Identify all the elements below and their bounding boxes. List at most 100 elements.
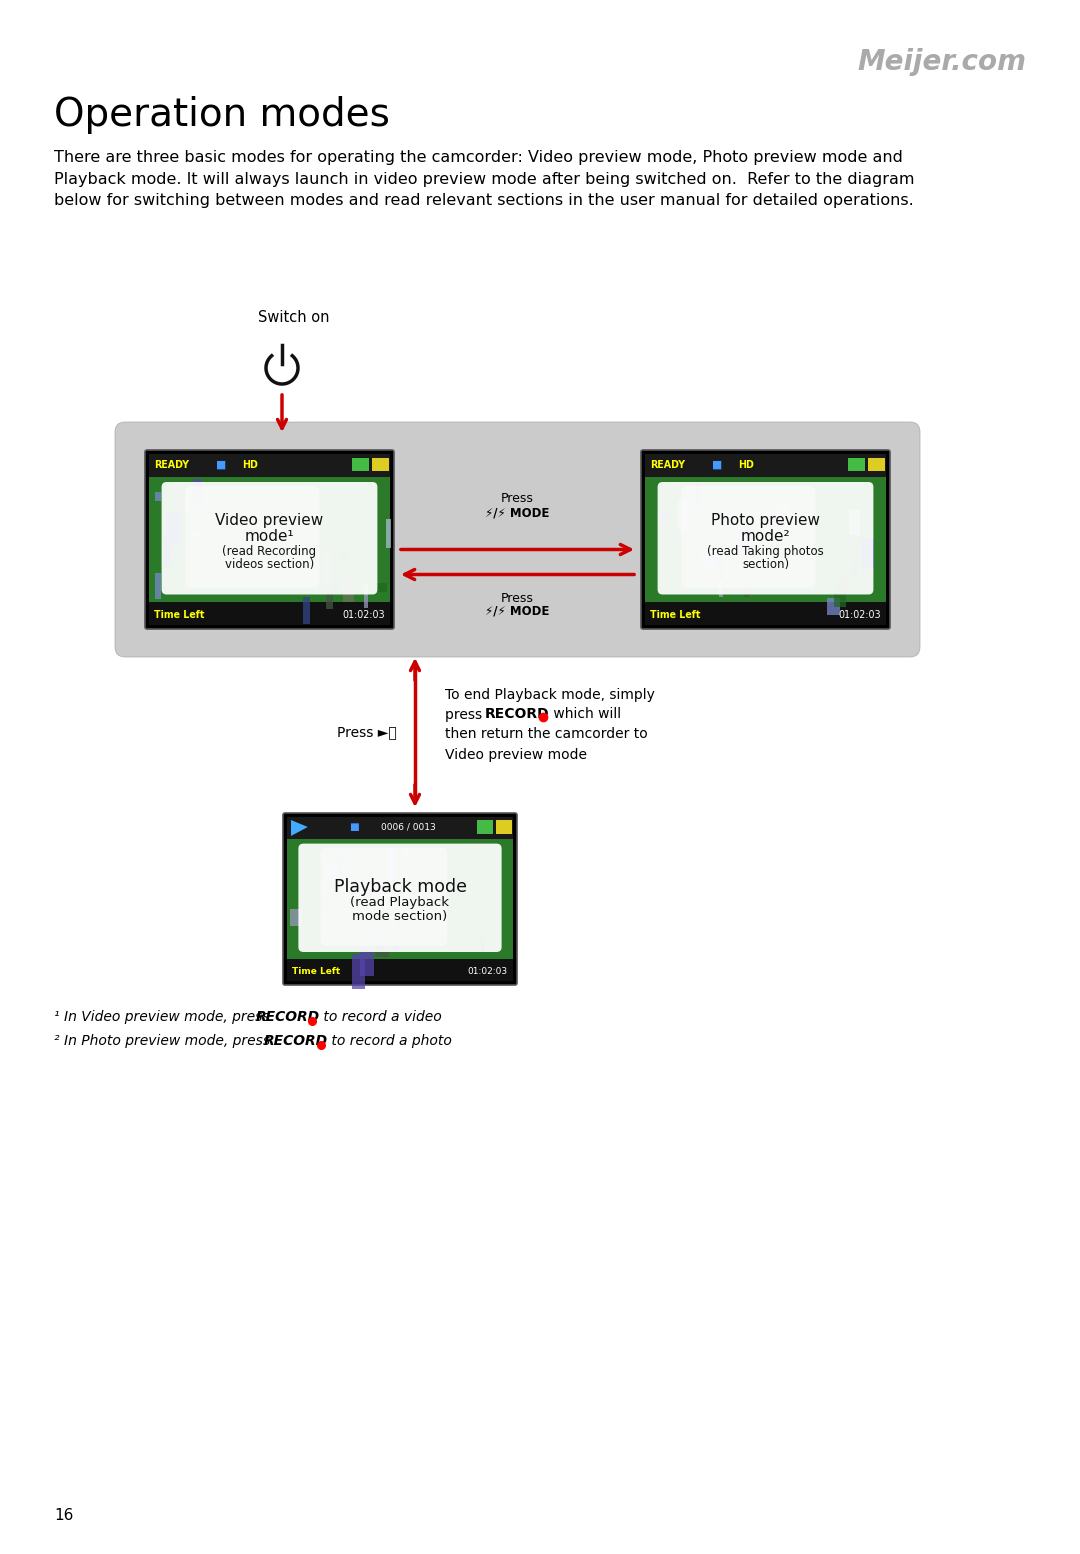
Bar: [849, 510, 860, 535]
Text: which will: which will: [549, 707, 621, 721]
Text: Time Left: Time Left: [154, 609, 204, 620]
Text: Video preview mode: Video preview mode: [445, 747, 588, 761]
Bar: [739, 528, 752, 552]
Bar: [476, 821, 492, 833]
Bar: [332, 580, 338, 594]
Bar: [287, 817, 513, 839]
Bar: [305, 904, 308, 920]
Text: Press: Press: [501, 493, 534, 505]
Bar: [719, 580, 724, 597]
Text: Time Left: Time Left: [650, 609, 701, 620]
Bar: [361, 948, 374, 976]
Bar: [777, 503, 789, 531]
Bar: [154, 573, 161, 600]
Bar: [251, 538, 253, 558]
Text: ■: ■: [215, 460, 226, 469]
Bar: [386, 519, 391, 549]
Text: Photo preview: Photo preview: [711, 513, 820, 528]
Text: then return the camcorder to: then return the camcorder to: [445, 727, 648, 741]
Text: Press ►⏸: Press ►⏸: [337, 726, 397, 740]
Text: Operation modes: Operation modes: [54, 96, 390, 134]
Text: There are three basic modes for operating the camcorder: Video preview mode, Pho: There are three basic modes for operatin…: [54, 151, 915, 208]
Bar: [372, 457, 389, 471]
Text: Video preview: Video preview: [215, 513, 324, 528]
Bar: [701, 550, 716, 566]
FancyArrowPatch shape: [405, 569, 634, 580]
Bar: [402, 872, 408, 906]
Bar: [405, 847, 408, 855]
FancyBboxPatch shape: [162, 482, 377, 595]
Bar: [835, 587, 847, 606]
Text: 01:02:03: 01:02:03: [838, 609, 881, 620]
FancyBboxPatch shape: [642, 451, 890, 629]
Bar: [744, 566, 750, 597]
Bar: [352, 954, 365, 988]
Bar: [388, 847, 394, 880]
Text: Press: Press: [501, 592, 534, 605]
Bar: [287, 959, 513, 981]
Bar: [841, 536, 854, 555]
Text: videos section): videos section): [225, 558, 314, 572]
Bar: [375, 929, 389, 957]
Text: section): section): [742, 558, 789, 572]
Bar: [324, 864, 337, 880]
FancyBboxPatch shape: [681, 486, 815, 587]
Text: READY: READY: [154, 460, 189, 469]
Bar: [177, 488, 189, 510]
Text: ■: ■: [349, 822, 359, 831]
Text: ¹ In Video preview mode, press: ¹ In Video preview mode, press: [54, 1010, 274, 1024]
Text: to record a video: to record a video: [319, 1010, 442, 1024]
Bar: [335, 855, 349, 862]
Bar: [329, 869, 341, 884]
Bar: [364, 584, 368, 608]
Bar: [303, 597, 310, 623]
Text: (read Taking photos: (read Taking photos: [707, 545, 824, 558]
Bar: [166, 513, 180, 545]
Bar: [149, 601, 390, 625]
Bar: [325, 594, 334, 609]
FancyBboxPatch shape: [145, 451, 394, 629]
Bar: [375, 583, 388, 592]
Bar: [391, 920, 394, 932]
Bar: [864, 572, 874, 583]
Text: 01:02:03: 01:02:03: [468, 967, 508, 976]
Bar: [678, 499, 687, 530]
Text: 01:02:03: 01:02:03: [342, 609, 384, 620]
Bar: [645, 477, 886, 601]
Bar: [838, 577, 850, 589]
Bar: [190, 531, 203, 538]
Text: mode section): mode section): [352, 911, 447, 923]
Bar: [154, 491, 161, 502]
Bar: [658, 513, 670, 519]
Bar: [352, 457, 369, 471]
Bar: [377, 889, 387, 909]
Bar: [861, 538, 875, 569]
Bar: [481, 939, 484, 953]
Text: RECORD: RECORD: [256, 1010, 320, 1024]
Text: ⚡/⚡ MODE: ⚡/⚡ MODE: [485, 507, 550, 519]
Bar: [437, 890, 441, 901]
Bar: [645, 601, 886, 625]
Text: Time Left: Time Left: [292, 967, 340, 976]
Text: RECORD: RECORD: [264, 1033, 328, 1047]
Text: mode¹: mode¹: [245, 528, 295, 544]
Bar: [149, 454, 390, 477]
Text: ■: ■: [712, 460, 721, 469]
Text: (read Playback: (read Playback: [351, 895, 449, 909]
Text: Playback mode: Playback mode: [334, 878, 467, 897]
Text: to record a photo: to record a photo: [327, 1033, 451, 1047]
Text: To end Playback mode, simply: To end Playback mode, simply: [445, 687, 654, 701]
Bar: [322, 552, 332, 586]
Bar: [339, 547, 350, 563]
Bar: [827, 598, 840, 615]
Text: 16: 16: [54, 1507, 73, 1523]
FancyBboxPatch shape: [114, 423, 920, 657]
Text: RECORD: RECORD: [485, 707, 550, 721]
Bar: [645, 454, 886, 477]
FancyBboxPatch shape: [321, 847, 447, 946]
Bar: [496, 821, 512, 833]
Text: 0006 / 0013: 0006 / 0013: [380, 822, 435, 831]
Text: ² In Photo preview mode, press: ² In Photo preview mode, press: [54, 1033, 274, 1047]
Bar: [289, 909, 301, 926]
Text: Meijer.com: Meijer.com: [858, 48, 1026, 76]
